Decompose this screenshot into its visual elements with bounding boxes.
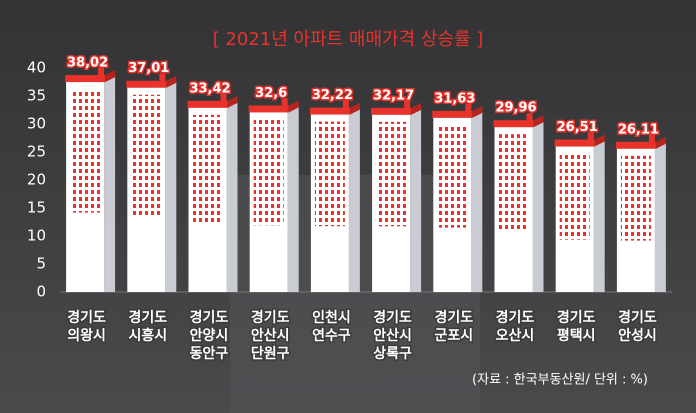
x-tick-label: 시흥시 xyxy=(128,327,167,344)
bar-windows xyxy=(376,121,407,227)
x-tick-label: 인천시 xyxy=(312,309,351,326)
value-label: 31,63 xyxy=(434,91,475,106)
bar-chimney xyxy=(526,113,533,122)
value-label: 33,42 xyxy=(189,81,230,96)
bar-side xyxy=(287,106,299,292)
bar-roof xyxy=(126,80,167,88)
value-label: 29,96 xyxy=(495,101,536,116)
bar-roof xyxy=(493,120,534,128)
x-tick-label: 경기도 xyxy=(557,309,596,326)
x-tick-label: 동안구 xyxy=(190,345,229,362)
bar-chimney xyxy=(587,132,594,141)
bar-roof xyxy=(432,110,473,118)
bar-roof-side xyxy=(533,115,544,128)
x-tick-label: 경기도 xyxy=(373,309,412,326)
bar-windows xyxy=(314,121,345,227)
y-tick-label: 30 xyxy=(27,115,46,133)
y-tick-label: 35 xyxy=(27,87,46,105)
x-tick-label: 안양시 xyxy=(190,327,229,344)
x-tick-label: 의왕시 xyxy=(67,327,106,344)
bar-chimney xyxy=(281,98,288,107)
x-tick-label: 안산시 xyxy=(373,327,412,344)
x-tick-label: 경기도 xyxy=(128,309,167,326)
bar-chimney xyxy=(404,100,411,109)
bar-side xyxy=(410,108,422,293)
bar-roof-side xyxy=(227,95,238,108)
bar-side xyxy=(348,108,360,293)
x-tick-label: 경기도 xyxy=(67,309,106,326)
bar-roof xyxy=(187,100,228,108)
y-tick-label: 15 xyxy=(27,199,46,217)
bar-roof-side xyxy=(105,70,116,83)
bar-roof-side xyxy=(288,100,299,113)
value-label: 32,6 xyxy=(255,86,287,101)
bar-side xyxy=(654,142,666,292)
bar-chimney xyxy=(98,68,105,77)
bar-roof xyxy=(65,75,106,83)
bar-windows xyxy=(70,89,101,213)
x-tick-label: 상록구 xyxy=(373,346,412,362)
bar-roof xyxy=(371,107,412,115)
chart-title: [ 2021년 아파트 매매가격 상승률 ] xyxy=(213,29,484,50)
bar-windows xyxy=(131,94,162,215)
bar-roof xyxy=(554,139,595,147)
bar-side xyxy=(532,121,544,292)
value-label: 37,01 xyxy=(128,61,169,76)
x-tick-label: 안성시 xyxy=(618,327,657,344)
value-label: 38,02 xyxy=(67,56,108,71)
x-tick-label: 연수구 xyxy=(312,328,351,344)
bar-windows xyxy=(620,155,651,241)
x-tick-label: 오산시 xyxy=(496,327,535,344)
y-tick-label: 20 xyxy=(27,171,46,189)
value-label: 26,11 xyxy=(618,122,659,137)
y-tick-label: 0 xyxy=(36,283,46,301)
bar-roof-side xyxy=(411,102,422,115)
x-tick-label: 경기도 xyxy=(251,309,290,326)
bar-chimney xyxy=(342,100,349,109)
x-tick-label: 군포시 xyxy=(434,328,473,344)
bar-windows xyxy=(192,114,223,224)
bar-roof-side xyxy=(594,134,605,147)
bar-roof xyxy=(615,141,656,149)
bar-side xyxy=(104,76,116,292)
bar-windows xyxy=(253,119,284,226)
x-tick-label: 경기도 xyxy=(618,309,657,326)
x-tick-label: 경기도 xyxy=(496,309,535,326)
y-tick-label: 25 xyxy=(27,143,46,161)
bar-side xyxy=(226,101,238,293)
bar-roof xyxy=(248,105,289,113)
bar-chimney xyxy=(465,103,472,112)
bar-roof-side xyxy=(166,75,177,88)
bar-windows xyxy=(559,153,590,240)
value-label: 26,51 xyxy=(557,120,598,135)
x-tick-label: 단원구 xyxy=(251,345,290,362)
source-note: (자료 : 한국부동산원/ 단위 : %) xyxy=(472,373,648,388)
bar-side xyxy=(165,81,177,292)
x-tick-label: 안산시 xyxy=(251,327,290,344)
x-tick-label: 평택시 xyxy=(557,327,596,344)
bar-roof-side xyxy=(349,102,360,115)
x-tick-label: 경기도 xyxy=(190,309,229,326)
y-tick-label: 5 xyxy=(36,255,46,273)
x-tick-label: 경기도 xyxy=(434,309,473,326)
bar-roof-side xyxy=(655,136,666,149)
bar-side xyxy=(471,111,483,292)
bar-roof-side xyxy=(472,105,483,118)
y-tick-label: 40 xyxy=(27,59,46,77)
value-label: 32,22 xyxy=(312,88,353,103)
y-tick-label: 10 xyxy=(27,227,46,245)
bar-chimney xyxy=(220,93,227,102)
bar-windows xyxy=(437,124,468,228)
bar-chimney xyxy=(159,73,166,82)
bar-roof xyxy=(309,107,350,115)
value-label: 32,17 xyxy=(373,88,414,103)
bar-chimney xyxy=(648,134,655,143)
bar-side xyxy=(593,140,605,292)
bar-windows xyxy=(498,134,529,232)
